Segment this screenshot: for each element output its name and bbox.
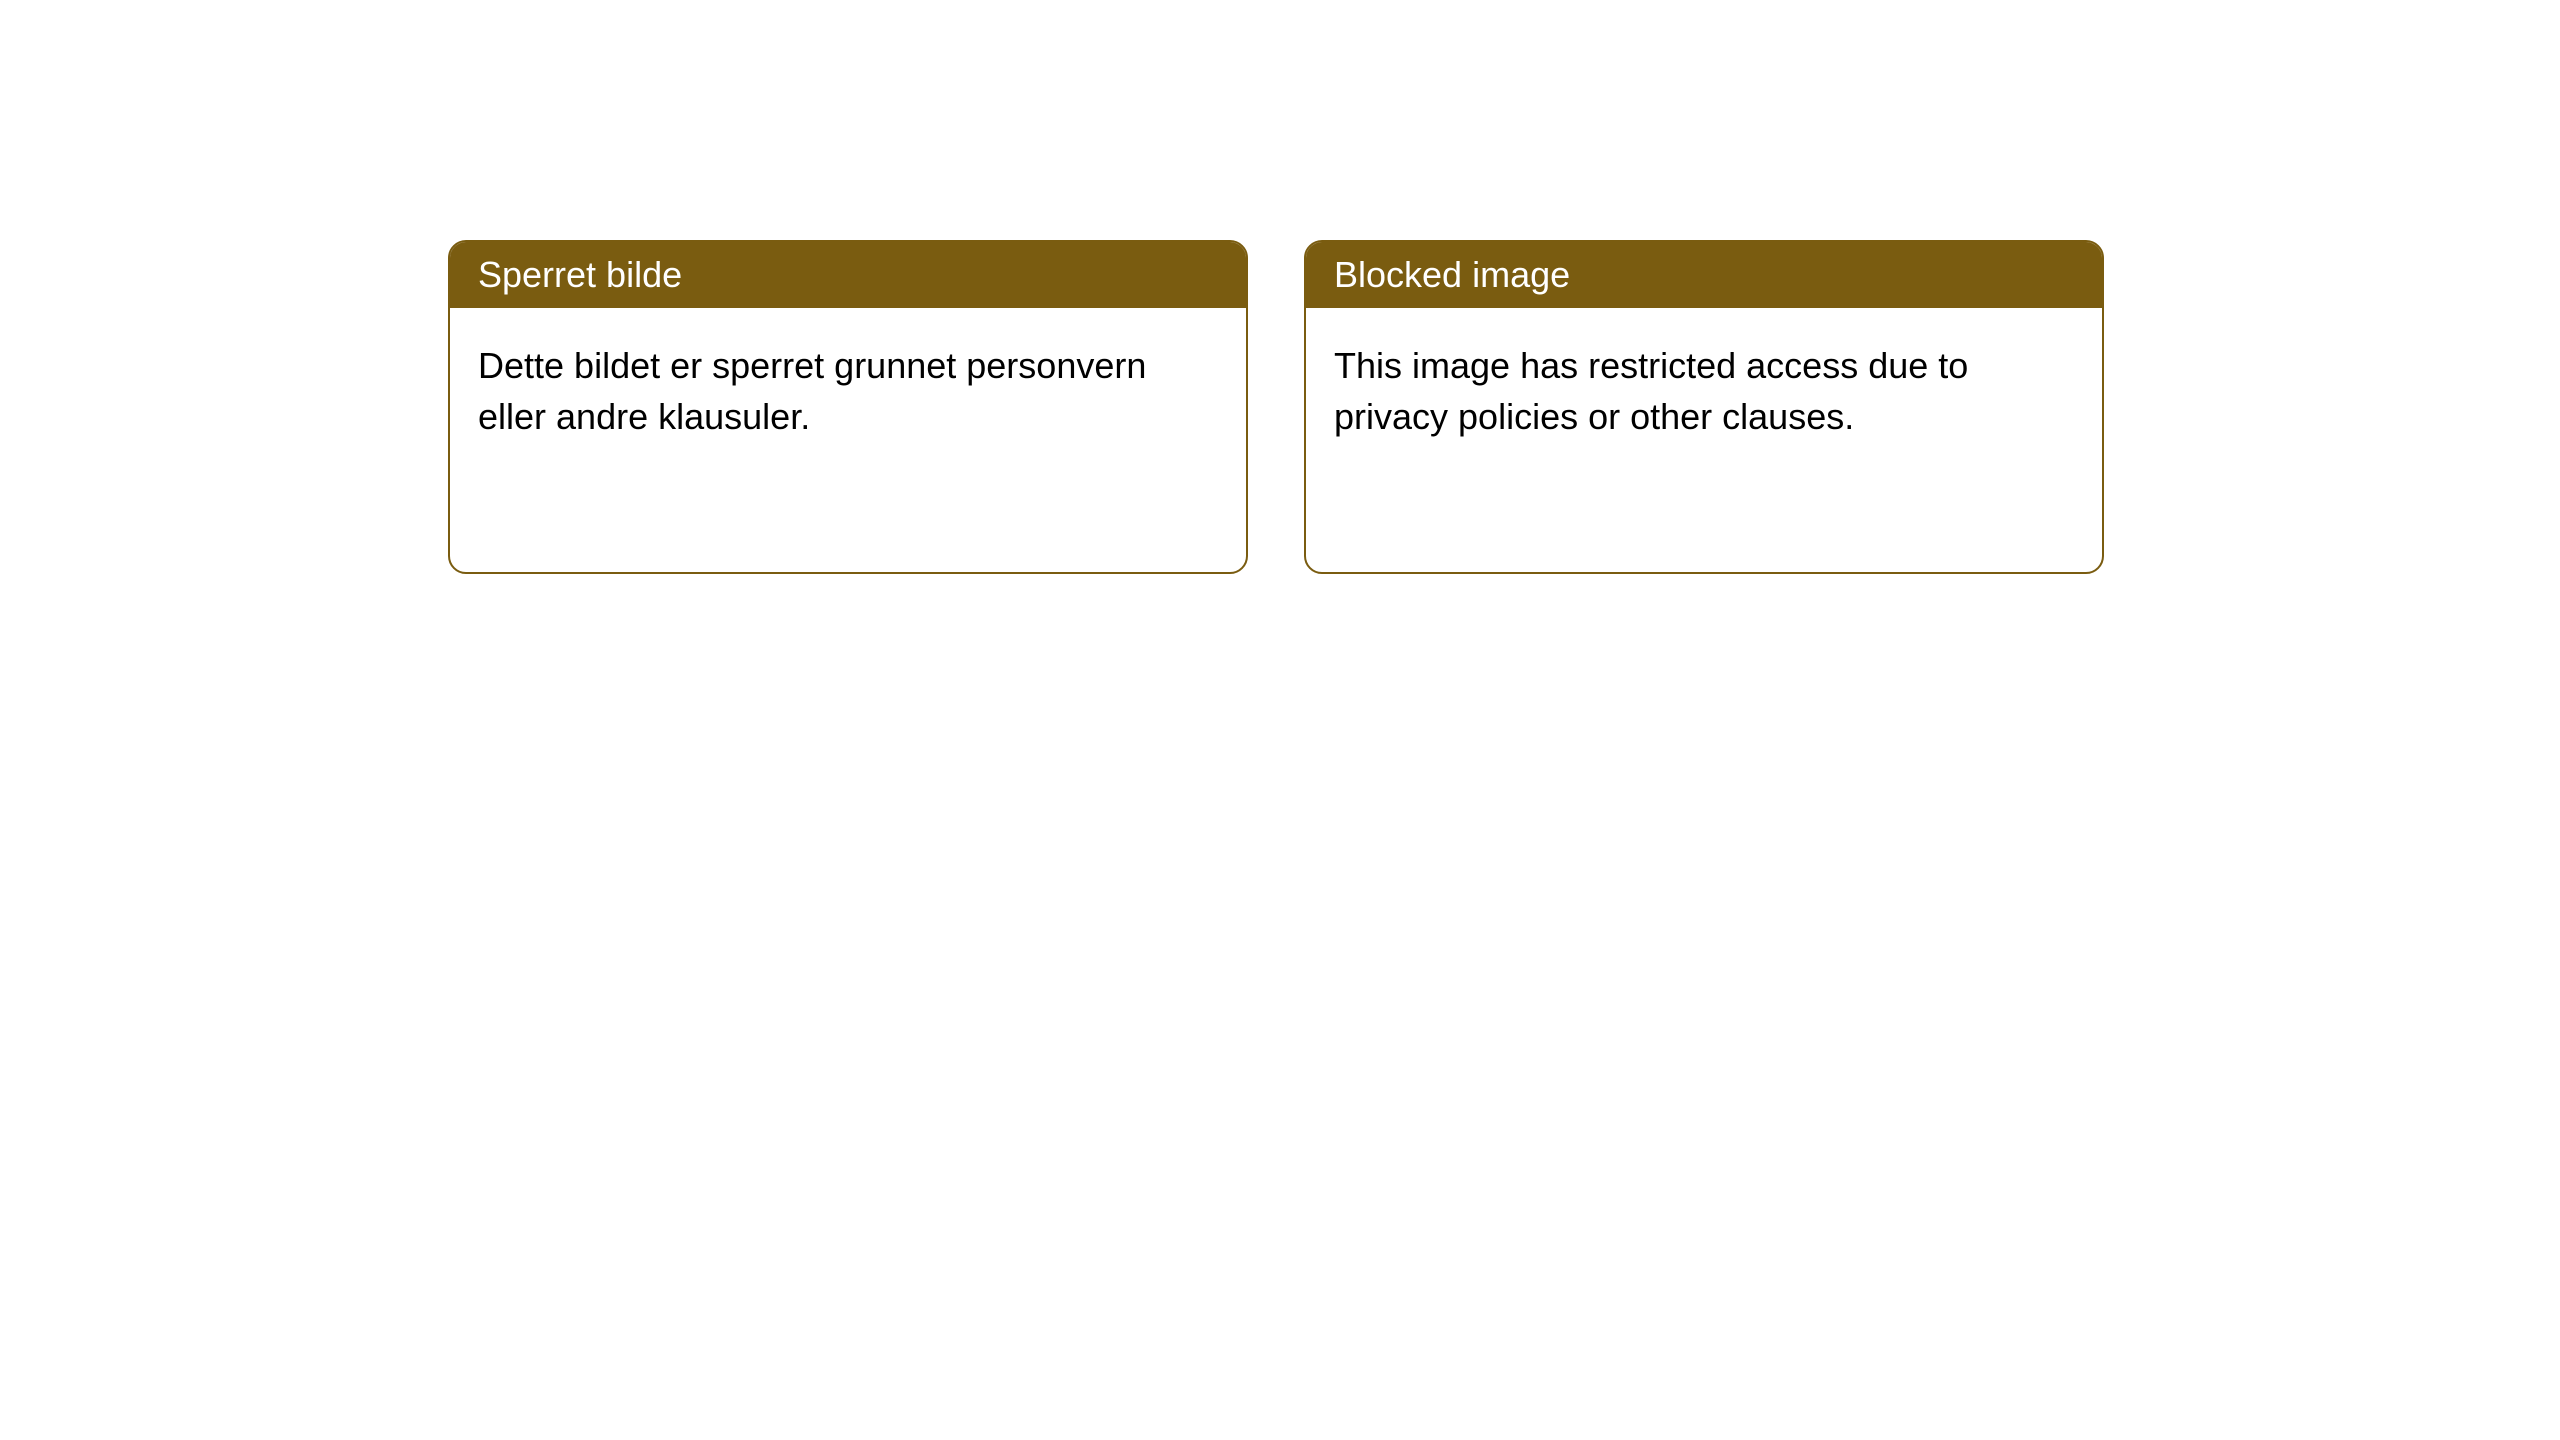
notice-title: Blocked image xyxy=(1334,254,1570,295)
notice-container: Sperret bilde Dette bildet er sperret gr… xyxy=(0,0,2560,574)
notice-text: Dette bildet er sperret grunnet personve… xyxy=(478,345,1146,437)
notice-header: Blocked image xyxy=(1306,242,2102,308)
notice-card-norwegian: Sperret bilde Dette bildet er sperret gr… xyxy=(448,240,1248,574)
notice-title: Sperret bilde xyxy=(478,254,682,295)
notice-text: This image has restricted access due to … xyxy=(1334,345,1968,437)
notice-body: This image has restricted access due to … xyxy=(1306,308,2102,474)
notice-header: Sperret bilde xyxy=(450,242,1246,308)
notice-body: Dette bildet er sperret grunnet personve… xyxy=(450,308,1246,474)
notice-card-english: Blocked image This image has restricted … xyxy=(1304,240,2104,574)
